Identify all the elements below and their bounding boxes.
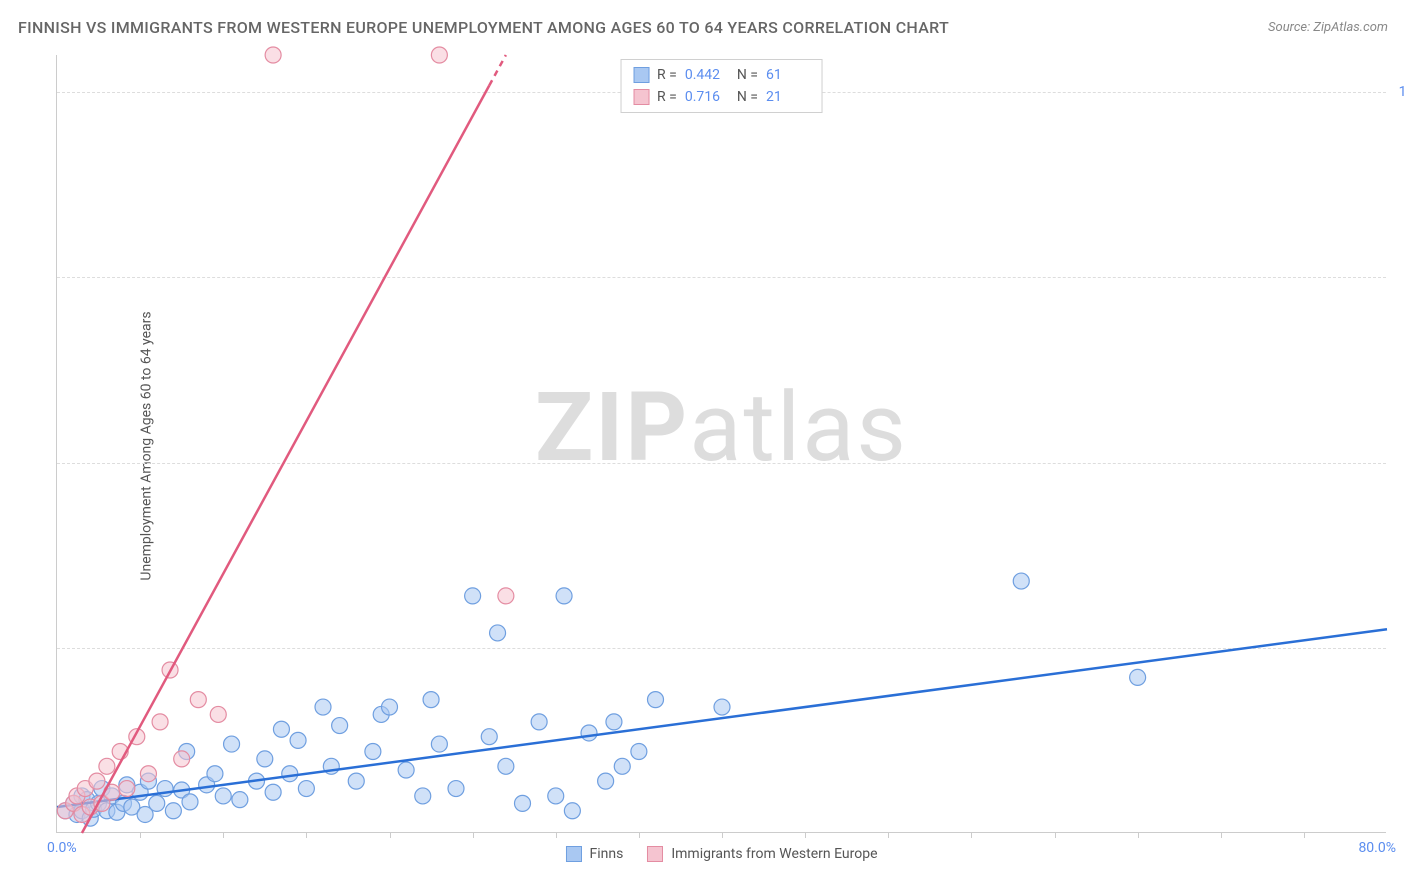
data-point — [498, 758, 514, 774]
data-point — [119, 781, 135, 797]
data-point — [614, 758, 630, 774]
data-point — [190, 692, 206, 708]
data-point — [290, 732, 306, 748]
data-point — [348, 773, 364, 789]
data-point — [298, 781, 314, 797]
data-point — [257, 751, 273, 767]
legend-r-value: 0.442 — [685, 64, 729, 86]
data-point — [598, 773, 614, 789]
data-point — [207, 766, 223, 782]
data-point — [174, 751, 190, 767]
x-axis-min-label: 0.0% — [47, 840, 77, 856]
legend-series-label: Immigrants from Western Europe — [671, 846, 877, 862]
data-point — [648, 692, 664, 708]
legend-swatch — [633, 89, 649, 105]
x-tick — [722, 832, 723, 838]
legend-n-label: N = — [737, 86, 758, 108]
data-point — [548, 788, 564, 804]
data-point — [315, 699, 331, 715]
x-tick — [1138, 832, 1139, 838]
data-point — [332, 718, 348, 734]
data-point — [531, 714, 547, 730]
x-tick — [888, 832, 889, 838]
legend-n-label: N = — [737, 64, 758, 86]
chart-title: FINNISH VS IMMIGRANTS FROM WESTERN EUROP… — [18, 18, 949, 37]
legend-series-item: Immigrants from Western Europe — [647, 846, 877, 862]
data-point — [556, 588, 572, 604]
legend-n-value: 61 — [766, 64, 810, 86]
data-point — [1130, 669, 1146, 685]
x-tick — [639, 832, 640, 838]
legend-r-value: 0.716 — [685, 86, 729, 108]
data-point — [382, 699, 398, 715]
data-point — [210, 706, 226, 722]
data-point — [1013, 573, 1029, 589]
x-tick — [971, 832, 972, 838]
legend-r-label: R = — [657, 86, 677, 108]
x-tick — [805, 832, 806, 838]
legend-n-value: 21 — [766, 86, 810, 108]
data-point — [365, 743, 381, 759]
data-point — [152, 714, 168, 730]
data-point — [89, 773, 105, 789]
data-point — [423, 692, 439, 708]
data-point — [431, 736, 447, 752]
data-point — [265, 784, 281, 800]
legend-swatch — [647, 846, 663, 862]
data-point — [224, 736, 240, 752]
data-point — [140, 766, 156, 782]
data-point — [273, 721, 289, 737]
data-point — [282, 766, 298, 782]
legend-series-label: Finns — [589, 846, 623, 862]
legend-series-item: Finns — [565, 846, 623, 862]
data-point — [714, 699, 730, 715]
x-tick — [1304, 832, 1305, 838]
trend-line — [57, 629, 1387, 807]
legend-stats: R = 0.442 N = 61 R = 0.716 N = 21 — [620, 59, 823, 113]
data-point — [631, 743, 647, 759]
legend-stat-row: R = 0.716 N = 21 — [633, 86, 810, 108]
data-point — [465, 588, 481, 604]
data-point — [431, 47, 447, 63]
legend-series: Finns Immigrants from Western Europe — [565, 846, 877, 862]
data-point — [165, 803, 181, 819]
x-tick — [306, 832, 307, 838]
data-point — [498, 588, 514, 604]
data-point — [182, 794, 198, 810]
y-axis-tick-label: 100.0% — [1399, 84, 1406, 100]
source-text: Source: ZipAtlas.com — [1268, 20, 1388, 35]
data-point — [215, 788, 231, 804]
data-point — [581, 725, 597, 741]
x-tick — [390, 832, 391, 838]
data-point — [490, 625, 506, 641]
data-point — [515, 795, 531, 811]
x-tick — [473, 832, 474, 838]
x-tick — [140, 832, 141, 838]
data-point — [448, 781, 464, 797]
x-tick — [223, 832, 224, 838]
x-tick — [1221, 832, 1222, 838]
data-point — [481, 729, 497, 745]
data-point — [398, 762, 414, 778]
trend-line-dashed — [489, 55, 506, 86]
data-point — [415, 788, 431, 804]
legend-swatch — [565, 846, 581, 862]
x-tick — [1055, 832, 1056, 838]
data-point — [232, 792, 248, 808]
trend-line — [82, 86, 489, 833]
data-point — [564, 803, 580, 819]
data-point — [99, 758, 115, 774]
x-tick — [556, 832, 557, 838]
x-axis-max-label: 80.0% — [1358, 840, 1396, 856]
scatter-svg — [57, 55, 1386, 832]
legend-r-label: R = — [657, 64, 677, 86]
legend-swatch — [633, 67, 649, 83]
data-point — [606, 714, 622, 730]
data-point — [149, 795, 165, 811]
legend-stat-row: R = 0.442 N = 61 — [633, 64, 810, 86]
plot-area: ZIPatlas 25.0%50.0%75.0%100.0% 0.0% 80.0… — [56, 55, 1386, 833]
data-point — [265, 47, 281, 63]
